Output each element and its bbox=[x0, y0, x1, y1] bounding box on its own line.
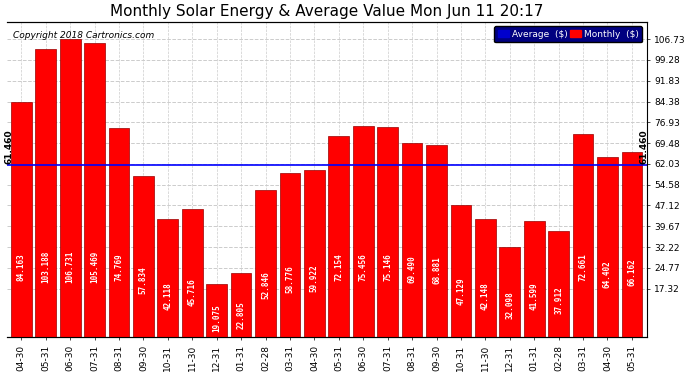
Bar bbox=[133, 176, 154, 337]
Bar bbox=[279, 173, 300, 337]
Text: 57.834: 57.834 bbox=[139, 267, 148, 294]
Text: 75.146: 75.146 bbox=[383, 254, 392, 281]
Bar bbox=[549, 231, 569, 337]
Text: 52.846: 52.846 bbox=[261, 272, 270, 299]
Text: 66.162: 66.162 bbox=[627, 258, 636, 286]
Bar bbox=[206, 284, 227, 337]
Bar bbox=[402, 143, 422, 337]
Bar bbox=[60, 39, 81, 337]
Text: 64.402: 64.402 bbox=[603, 260, 612, 288]
Bar bbox=[84, 43, 105, 337]
Text: 75.456: 75.456 bbox=[359, 254, 368, 281]
Bar bbox=[11, 102, 32, 337]
Text: 42.148: 42.148 bbox=[481, 282, 490, 310]
Text: 61.460: 61.460 bbox=[640, 129, 649, 164]
Text: 68.881: 68.881 bbox=[432, 256, 441, 284]
Bar bbox=[377, 128, 398, 337]
Bar bbox=[157, 219, 178, 337]
Text: 22.805: 22.805 bbox=[237, 301, 246, 328]
Bar bbox=[573, 134, 593, 337]
Bar bbox=[524, 221, 544, 337]
Text: Copyright 2018 Cartronics.com: Copyright 2018 Cartronics.com bbox=[13, 31, 155, 40]
Bar bbox=[182, 209, 203, 337]
Text: 45.716: 45.716 bbox=[188, 278, 197, 306]
Text: 19.075: 19.075 bbox=[213, 304, 221, 332]
Legend: Average  ($), Monthly  ($): Average ($), Monthly ($) bbox=[495, 26, 642, 42]
Text: 72.154: 72.154 bbox=[335, 254, 344, 281]
Bar bbox=[255, 189, 276, 337]
Text: 59.922: 59.922 bbox=[310, 265, 319, 292]
Text: 37.912: 37.912 bbox=[554, 286, 563, 314]
Bar bbox=[328, 136, 349, 337]
Text: 42.118: 42.118 bbox=[164, 282, 172, 310]
Text: 84.163: 84.163 bbox=[17, 254, 26, 281]
Text: 61.460: 61.460 bbox=[5, 129, 14, 164]
Bar bbox=[426, 145, 447, 337]
Text: 74.769: 74.769 bbox=[115, 254, 124, 281]
Bar bbox=[500, 248, 520, 337]
Bar bbox=[597, 157, 618, 337]
Bar bbox=[35, 49, 56, 337]
Text: 106.731: 106.731 bbox=[66, 251, 75, 284]
Text: 72.661: 72.661 bbox=[578, 254, 588, 281]
Bar bbox=[230, 273, 251, 337]
Text: 69.490: 69.490 bbox=[408, 255, 417, 283]
Bar bbox=[304, 170, 325, 337]
Text: 32.098: 32.098 bbox=[505, 292, 514, 320]
Bar bbox=[622, 152, 642, 337]
Bar bbox=[451, 206, 471, 337]
Title: Monthly Solar Energy & Average Value Mon Jun 11 20:17: Monthly Solar Energy & Average Value Mon… bbox=[110, 4, 543, 19]
Text: 47.129: 47.129 bbox=[457, 277, 466, 305]
Bar bbox=[353, 126, 373, 337]
Bar bbox=[475, 219, 495, 337]
Bar bbox=[108, 128, 129, 337]
Text: 58.776: 58.776 bbox=[286, 266, 295, 293]
Text: 41.599: 41.599 bbox=[530, 282, 539, 310]
Text: 105.469: 105.469 bbox=[90, 251, 99, 284]
Text: 103.188: 103.188 bbox=[41, 251, 50, 284]
